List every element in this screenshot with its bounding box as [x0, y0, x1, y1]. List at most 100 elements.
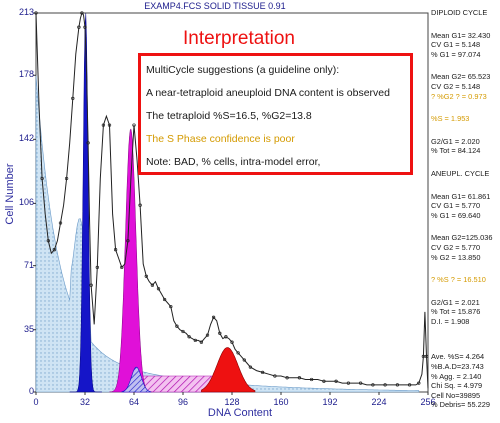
histogram-point: [236, 351, 240, 355]
x-tick-label: 96: [177, 397, 188, 407]
histogram-point: [113, 248, 118, 252]
histogram-point: [285, 376, 289, 380]
x-tick-label: 160: [273, 397, 289, 407]
y-tick-label: 178: [18, 69, 34, 80]
histogram-point: [395, 383, 400, 387]
histogram-point: [52, 248, 57, 252]
stat-line: CV G1 = 5.148: [431, 40, 481, 50]
x-tick-label: 32: [79, 397, 90, 407]
x-tick-label: 224: [371, 397, 387, 407]
stat-line: Ave. %S= 4.264: [431, 352, 485, 362]
histogram-point: [80, 11, 84, 15]
interpretation-line-s-phase: The S Phase confidence is poor: [146, 133, 295, 145]
y-tick-label: 142: [18, 133, 34, 144]
histogram-point: [71, 96, 75, 101]
y-tick-label: 71: [23, 259, 34, 270]
stat-line: % Tot = 84.124: [431, 146, 481, 156]
histogram-point: [260, 370, 265, 375]
histogram-point: [224, 335, 228, 339]
histogram-point: [205, 333, 210, 337]
histogram-point: [150, 283, 155, 287]
stat-line: D.I. = 1.908: [431, 316, 470, 326]
histogram-point: [126, 239, 130, 243]
stat-line: CV G2 = 5.770: [431, 242, 481, 252]
histogram-point: [89, 283, 93, 287]
x-tick-label: 256: [420, 397, 436, 407]
interpretation-line: MultiCycle suggestions (a guideline only…: [146, 64, 340, 76]
x-tick-label: 0: [33, 397, 39, 407]
stat-line-flag: ? %S ? = 16.510: [431, 275, 486, 285]
aneuploid-header: ANEUPL. CYCLE: [431, 168, 490, 178]
histogram-point: [46, 239, 50, 243]
histogram-point: [138, 203, 142, 207]
histogram-point: [175, 324, 179, 328]
interpretation-title: Interpretation: [183, 28, 295, 49]
stat-line: Chi Sq. = 4.979: [431, 381, 483, 391]
histogram-point: [199, 340, 204, 344]
histogram-point: [120, 265, 124, 270]
aneuploid-g2-peak: [201, 347, 256, 393]
stat-line: Mean G2= 65.523: [431, 72, 491, 82]
histogram-point: [162, 297, 167, 302]
histogram-point: [297, 376, 302, 380]
histogram-point: [77, 25, 81, 29]
histogram-point: [107, 123, 112, 127]
stat-line: CV G1 = 5.770: [431, 201, 481, 211]
histogram-point: [383, 383, 387, 387]
stat-line-flag: ? %G2 ? = 0.973: [431, 91, 487, 101]
histogram-point: [64, 176, 69, 181]
histogram-point: [407, 383, 412, 387]
stat-line-flag: %S = 1.953: [431, 114, 470, 124]
histogram-point: [358, 381, 363, 385]
histogram-point: [417, 381, 421, 385]
stat-line: Mean G1= 32.430: [431, 30, 491, 40]
histogram-point: [248, 365, 253, 369]
histogram-point: [218, 331, 222, 335]
x-axis-label: DNA Content: [207, 407, 273, 419]
x-tick-label: 128: [224, 397, 240, 407]
stat-line: % Debris= 55.229: [431, 400, 490, 410]
interpretation-line: A near-tetraploid aneuploid DNA content …: [146, 87, 390, 99]
diploid-g1-peak: [69, 13, 102, 393]
stat-line: Cell No=39895: [431, 390, 481, 400]
stat-line: %B.A.D=23.743: [431, 362, 484, 372]
diploid-g2-peak: [121, 366, 152, 393]
histogram-point: [309, 377, 314, 382]
histogram-point: [421, 354, 426, 359]
histogram-point: [156, 287, 161, 291]
histogram-point: [40, 176, 44, 181]
histogram-point: [346, 381, 351, 385]
x-tick-label: 192: [322, 397, 338, 407]
histogram-point: [86, 141, 90, 145]
histogram-line: [35, 11, 429, 389]
stat-line: G2/G1 = 2.020: [431, 136, 480, 146]
y-tick-label: 106: [18, 197, 34, 208]
histogram-point: [144, 274, 148, 278]
y-tick-label: 0: [28, 386, 34, 396]
y-tick-label: 35: [23, 323, 34, 334]
interpretation-line: Note: BAD, % cells, intra-model error,: [146, 156, 321, 168]
histogram-point: [334, 379, 338, 383]
histogram-point: [101, 123, 106, 127]
stat-line: CV G2 = 5.148: [431, 81, 481, 91]
interpretation-line: The tetraploid %S=16.5, %G2=13.8: [146, 110, 312, 122]
x-tick-label: 64: [128, 397, 139, 407]
y-tick-label: 213: [18, 7, 34, 17]
histogram-point: [169, 304, 173, 309]
histogram-point: [371, 383, 375, 387]
histogram-point: [273, 374, 277, 378]
histogram-point: [242, 358, 246, 362]
window-title: EXAMP4.FCS SOLID TISSUE 0.91: [144, 1, 286, 11]
histogram-point: [187, 335, 191, 339]
histogram-point: [132, 123, 136, 127]
diploid-header: DIPLOID CYCLE: [431, 8, 488, 17]
histogram-point: [230, 340, 234, 344]
stat-line: Mean G2=125.036: [431, 233, 493, 243]
histogram-point: [193, 338, 197, 343]
histogram-point: [322, 379, 326, 383]
histogram-point: [211, 315, 216, 319]
histogram-point: [83, 25, 87, 29]
histogram-point: [424, 354, 429, 359]
stat-line: % G2 = 13.850: [431, 252, 481, 262]
histogram-point: [58, 221, 63, 225]
